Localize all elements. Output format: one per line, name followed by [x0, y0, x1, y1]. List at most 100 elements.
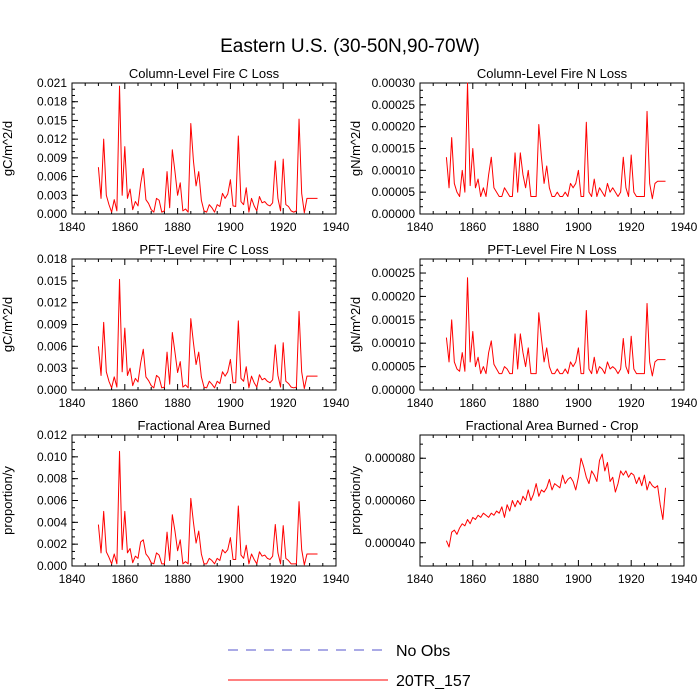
y-axis-label: proportion/y: [348, 466, 363, 535]
panel-title: PFT-Level Fire C Loss: [139, 242, 269, 257]
x-tick-label: 1860: [111, 572, 138, 586]
x-tick-label: 1840: [407, 396, 434, 410]
x-tick-label: 1920: [270, 572, 297, 586]
x-tick-label: 1860: [459, 396, 486, 410]
y-tick-label: 0.000: [37, 207, 67, 221]
series-line-20tr-157: [97, 450, 318, 566]
y-tick-label: 0.006: [37, 170, 67, 184]
x-tick-label: 1940: [671, 572, 698, 586]
y-tick-label: 0.00005: [372, 360, 416, 374]
series-line-20tr-157: [97, 278, 318, 390]
x-tick-label: 1900: [565, 396, 592, 410]
x-tick-label: 1940: [323, 396, 350, 410]
y-tick-label: 0.015: [37, 113, 67, 127]
y-tick-label: 0.015: [37, 274, 67, 288]
panel-2: Column-Level Fire N Loss gN/m^2/d 1840 1860…: [348, 66, 698, 234]
x-tick-label: 1920: [618, 220, 645, 234]
y-axis-label: proportion/y: [0, 466, 15, 535]
y-tick-label: 0.009: [37, 151, 67, 165]
x-tick-label: 1860: [111, 396, 138, 410]
y-tick-label: 0.00010: [372, 163, 416, 177]
y-tick-label: 0.000: [37, 559, 67, 573]
x-tick-label: 1880: [164, 572, 191, 586]
y-tick-label: 0.010: [37, 450, 67, 464]
panel-4: PFT-Level Fire N Loss gN/m^2/d 1840 1860 188…: [348, 242, 698, 410]
panel-title: Column-Level Fire C Loss: [129, 66, 280, 81]
y-tick-label: 0.000040: [365, 536, 415, 550]
y-tick-label: 0.00000: [372, 383, 416, 397]
panel-frame: [71, 258, 337, 391]
series-line-20tr-157: [445, 277, 666, 377]
panel-5: Fractional Area Burned proportion/y 1840 18…: [0, 418, 350, 586]
x-tick-label: 1860: [459, 572, 486, 586]
panel-6: Fractional Area Burned - Crop proportion/…: [348, 418, 698, 586]
panel-title: PFT-Level Fire N Loss: [487, 242, 617, 257]
series-line-20tr-157: [445, 453, 667, 548]
x-tick-label: 1920: [618, 396, 645, 410]
x-tick-label: 1840: [59, 396, 86, 410]
y-tick-label: 0.021: [37, 76, 67, 90]
panel-frame: [71, 434, 337, 567]
panel-title: Fractional Area Burned: [138, 418, 271, 433]
x-tick-label: 1880: [512, 572, 539, 586]
series-line-20tr-157: [445, 82, 666, 200]
y-tick-label: 0.008: [37, 472, 67, 486]
panel-title: Fractional Area Burned - Crop: [466, 418, 639, 433]
y-tick-label: 0.00020: [372, 289, 416, 303]
y-axis-label: gN/m^2/d: [348, 121, 363, 176]
x-tick-label: 1840: [407, 220, 434, 234]
x-tick-label: 1900: [565, 220, 592, 234]
x-tick-label: 1920: [270, 220, 297, 234]
x-tick-label: 1920: [618, 572, 645, 586]
figure-title: Eastern U.S. (30-50N,90-70W): [220, 36, 480, 57]
y-tick-label: 0.000060: [365, 494, 415, 508]
panel-3: PFT-Level Fire C Loss gC/m^2/d 1840 1860 188…: [0, 242, 350, 410]
y-tick-label: 0.002: [37, 537, 67, 551]
x-tick-label: 1880: [164, 396, 191, 410]
panel-title: Column-Level Fire N Loss: [477, 66, 628, 81]
x-tick-label: 1860: [111, 220, 138, 234]
legend-label-no-obs: No Obs: [396, 643, 450, 660]
y-tick-label: 0.00020: [372, 120, 416, 134]
y-tick-label: 0.000080: [365, 451, 415, 465]
x-tick-label: 1940: [323, 572, 350, 586]
y-tick-label: 0.000: [37, 383, 67, 397]
x-tick-label: 1880: [164, 220, 191, 234]
y-tick-label: 0.018: [37, 252, 67, 266]
panel-frame: [419, 434, 685, 567]
y-tick-label: 0.018: [37, 95, 67, 109]
y-tick-label: 0.012: [37, 132, 67, 146]
legend: No Obs 20TR_157: [228, 643, 471, 690]
y-tick-label: 0.003: [37, 361, 67, 375]
y-tick-label: 0.00025: [372, 266, 416, 280]
y-axis-label: gC/m^2/d: [0, 121, 15, 176]
x-tick-label: 1840: [59, 572, 86, 586]
y-tick-label: 0.00000: [372, 207, 416, 221]
y-tick-label: 0.00010: [372, 336, 416, 350]
y-tick-label: 0.012: [37, 428, 67, 442]
x-tick-label: 1880: [512, 220, 539, 234]
y-tick-label: 0.006: [37, 339, 67, 353]
x-tick-label: 1840: [407, 572, 434, 586]
x-tick-label: 1940: [671, 396, 698, 410]
x-tick-label: 1940: [323, 220, 350, 234]
legend-label-20tr-157: 20TR_157: [396, 673, 471, 690]
y-tick-label: 0.00005: [372, 185, 416, 199]
y-tick-label: 0.006: [37, 494, 67, 508]
series-line-20tr-157: [97, 85, 318, 214]
x-tick-label: 1840: [59, 220, 86, 234]
x-tick-label: 1900: [217, 220, 244, 234]
x-tick-label: 1920: [270, 396, 297, 410]
y-axis-label: gC/m^2/d: [0, 297, 15, 352]
y-tick-label: 0.004: [37, 515, 67, 529]
y-tick-label: 0.003: [37, 188, 67, 202]
x-tick-label: 1860: [459, 220, 486, 234]
y-tick-label: 0.00015: [372, 313, 416, 327]
y-tick-label: 0.00030: [372, 76, 416, 90]
y-tick-label: 0.00025: [372, 98, 416, 112]
y-tick-label: 0.009: [37, 318, 67, 332]
x-tick-label: 1900: [217, 396, 244, 410]
panels-group: Column-Level Fire C Loss gC/m^2/d 1840 1860…: [0, 66, 698, 586]
x-tick-label: 1940: [671, 220, 698, 234]
